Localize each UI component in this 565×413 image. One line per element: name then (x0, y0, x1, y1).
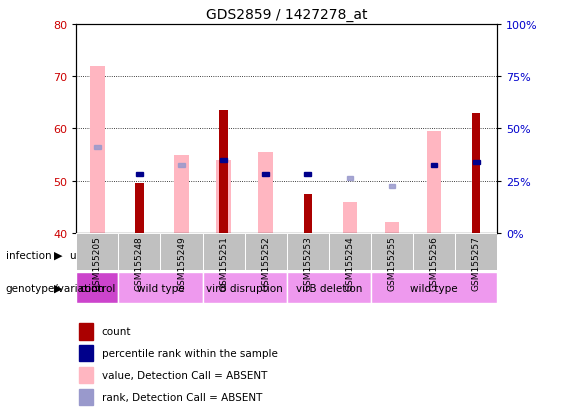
Bar (119, 273, 202, 304)
Title: GDS2859 / 1427278_at: GDS2859 / 1427278_at (206, 8, 367, 22)
Bar (455, 233, 497, 271)
Bar (287, 273, 371, 304)
Bar (79, 345, 93, 362)
Text: control: control (79, 283, 115, 293)
Bar (431, 164, 437, 168)
Bar (90, 66, 105, 233)
Bar (329, 233, 371, 271)
Bar (472, 114, 480, 233)
Text: GSM155249: GSM155249 (177, 235, 186, 290)
Bar (174, 155, 189, 233)
Text: virB disruption: virB disruption (206, 283, 283, 293)
Text: uninfected: uninfected (69, 250, 125, 260)
Bar (371, 273, 497, 304)
Text: GSM155248: GSM155248 (135, 235, 144, 290)
Text: GSM155257: GSM155257 (472, 235, 481, 290)
Bar (303, 194, 312, 233)
Bar (119, 240, 413, 271)
Bar (305, 173, 311, 177)
Text: B. arbortus: B. arbortus (237, 250, 295, 260)
Bar (160, 233, 202, 271)
Text: count: count (102, 327, 131, 337)
Text: GSM155254: GSM155254 (345, 235, 354, 290)
Bar (79, 389, 93, 405)
Text: value, Detection Call = ABSENT: value, Detection Call = ABSENT (102, 370, 267, 380)
Bar (136, 173, 143, 177)
Bar (258, 152, 273, 233)
Bar (76, 273, 119, 304)
Bar (79, 367, 93, 383)
Bar (346, 176, 353, 180)
Bar (76, 233, 119, 271)
Text: GSM155205: GSM155205 (93, 235, 102, 290)
Text: wild type: wild type (137, 283, 184, 293)
Bar (76, 240, 119, 271)
Bar (94, 145, 101, 150)
Bar (216, 160, 231, 233)
Bar (178, 164, 185, 168)
Bar (389, 184, 396, 188)
Bar (119, 233, 160, 271)
Text: ▶: ▶ (54, 283, 62, 293)
Bar (220, 158, 227, 162)
Text: ▶: ▶ (54, 250, 62, 260)
Text: B. melitensis: B. melitensis (421, 250, 489, 260)
Text: percentile rank within the sample: percentile rank within the sample (102, 349, 277, 358)
Bar (79, 323, 93, 340)
Text: GSM155256: GSM155256 (429, 235, 438, 290)
Bar (219, 111, 228, 233)
Bar (413, 233, 455, 271)
Bar (427, 132, 441, 233)
Bar (135, 184, 144, 233)
Bar (287, 233, 329, 271)
Bar (202, 233, 245, 271)
Bar (262, 173, 269, 177)
Bar (202, 273, 287, 304)
Bar (342, 202, 357, 233)
Bar (413, 240, 497, 271)
Bar (385, 223, 399, 233)
Text: genotype/variation: genotype/variation (6, 283, 105, 293)
Text: GSM155253: GSM155253 (303, 235, 312, 290)
Bar (371, 233, 413, 271)
Text: wild type: wild type (410, 283, 458, 293)
Text: infection: infection (6, 250, 51, 260)
Text: GSM155252: GSM155252 (261, 235, 270, 290)
Text: GSM155255: GSM155255 (388, 235, 397, 290)
Text: GSM155251: GSM155251 (219, 235, 228, 290)
Bar (473, 161, 480, 165)
Text: virB deletion: virB deletion (295, 283, 362, 293)
Bar (245, 233, 287, 271)
Text: rank, Detection Call = ABSENT: rank, Detection Call = ABSENT (102, 392, 262, 402)
